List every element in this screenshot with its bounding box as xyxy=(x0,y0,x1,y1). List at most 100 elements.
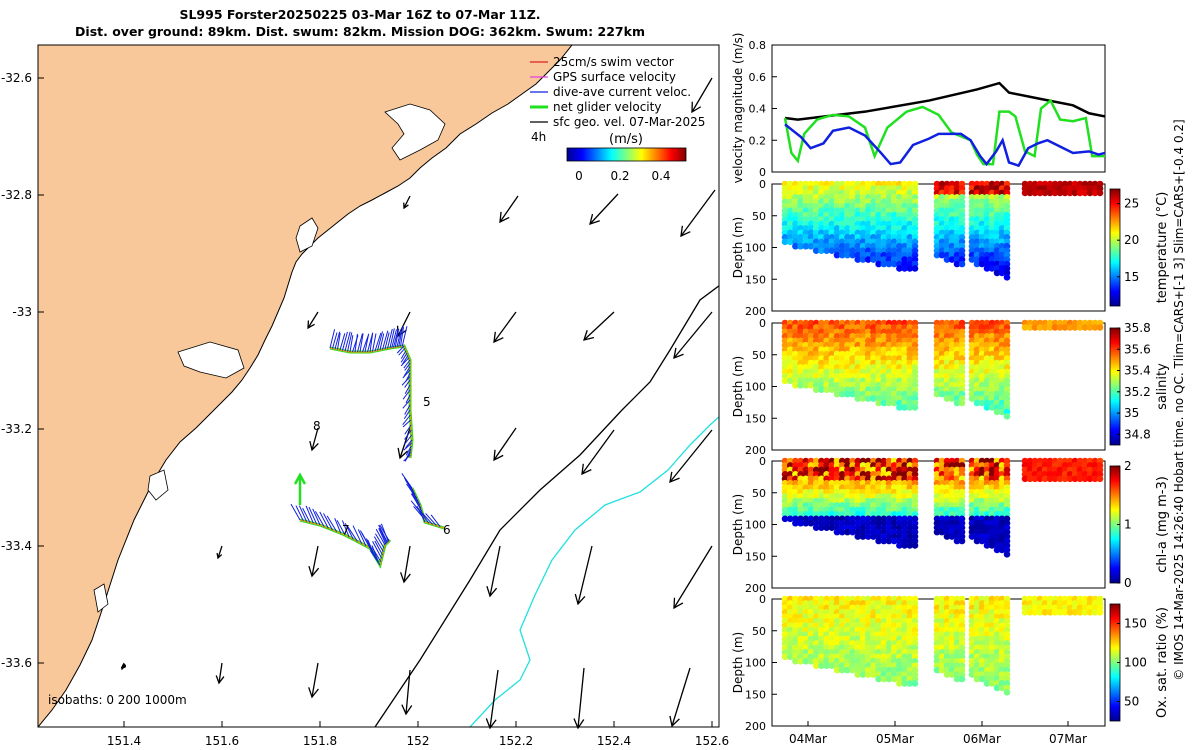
salinity-sample xyxy=(1056,324,1064,331)
salinity-sample xyxy=(849,390,856,398)
dive-current-stick xyxy=(402,419,412,428)
chl-a-sample xyxy=(807,519,815,527)
salinity-sample xyxy=(812,386,820,393)
dive-current-stick xyxy=(371,547,382,562)
lake-5 xyxy=(93,583,109,613)
chl-a-sample xyxy=(1096,475,1104,483)
salinity-sample xyxy=(823,386,830,393)
oxygen-sample xyxy=(792,657,799,665)
oxygen-sample xyxy=(998,684,1006,692)
oxygen-sample xyxy=(875,675,882,683)
map-legend: 25cm/s swim vector GPS surface velocity … xyxy=(530,55,705,129)
geo-velocity-arrow xyxy=(691,77,713,114)
dive-current-stick xyxy=(336,520,346,536)
oxygen-sample xyxy=(1026,609,1034,616)
dive-current-stick xyxy=(334,331,341,350)
salinity-colorbar-tick: 35.4 xyxy=(1124,364,1151,378)
salinity-ytick-label: 200 xyxy=(745,444,766,457)
legend-geo-velocity: sfc geo. vel. 07-Mar-2025 xyxy=(530,115,705,129)
chl-a-sample xyxy=(854,533,862,540)
salinity-sample xyxy=(901,404,908,411)
dive-current-stick xyxy=(430,514,441,528)
dive-current-stick xyxy=(403,442,413,451)
legend-dive-current: dive-ave current veloc. xyxy=(530,85,691,99)
salinity-colorbar-tick: 34.8 xyxy=(1124,427,1151,441)
oxygen-sample xyxy=(854,671,862,678)
temperature-profile-dots xyxy=(781,180,1104,281)
oxygen-sample xyxy=(1041,609,1049,616)
map-ytick-label: -33 xyxy=(12,305,32,319)
salinity-sample xyxy=(988,404,996,411)
oxygen-sample xyxy=(1086,609,1094,616)
temperature-ylabel: Depth (m) xyxy=(731,217,745,278)
salinity-sample xyxy=(890,399,898,407)
oxygen-ytick-label: 150 xyxy=(745,688,766,701)
oxygen-sample xyxy=(828,662,836,669)
speed-colorbar-tick-1: 0.2 xyxy=(610,169,629,183)
chl-a-sample xyxy=(838,528,846,536)
dive-current-stick xyxy=(362,335,369,353)
dive-current-stick xyxy=(416,505,426,523)
salinity-sample xyxy=(828,386,836,393)
oxygen-ylabel: Depth (m) xyxy=(731,632,745,693)
temperature-sample xyxy=(943,256,951,263)
chl-a-section-panel: 0 50 100 150 200 Depth (m) 0 1 2 chl-a (mg m-3) xyxy=(731,455,1170,595)
legend-label-dive: dive-ave current veloc. xyxy=(553,85,691,99)
geo-velocity-arrow xyxy=(680,189,716,238)
map-xtick-label: 151.6 xyxy=(205,734,239,748)
salinity-sample xyxy=(797,381,804,389)
salinity-sample xyxy=(1066,324,1074,331)
chl-a-sample xyxy=(973,537,981,545)
speed-colorbar-tick-0: 0 xyxy=(575,169,583,183)
chl-a-sample xyxy=(781,515,789,523)
temperature-sample xyxy=(968,256,976,263)
dive-current-stick xyxy=(354,333,358,353)
chl-a-sample xyxy=(870,533,877,540)
chl-a-sample xyxy=(890,537,898,545)
time-tick-label: 07Mar xyxy=(1049,732,1087,746)
temperature-sample xyxy=(781,238,789,246)
temperature-sample xyxy=(1066,189,1074,197)
oxygen-sample xyxy=(807,657,815,665)
dive-current-stick xyxy=(347,332,353,352)
dive-current-stick xyxy=(372,333,377,352)
temperature-ytick-label: 150 xyxy=(745,273,766,286)
map-ytick-label: -33.6 xyxy=(1,656,32,670)
map-ytick-label: -32.8 xyxy=(1,188,32,202)
dive-current-stick xyxy=(382,330,389,350)
temperature-sample xyxy=(1071,189,1079,197)
dive-current-stick xyxy=(349,335,354,353)
track-label-7: 7 xyxy=(342,523,350,537)
velocity-series-dive-ave-current-veloc- xyxy=(784,123,1106,168)
salinity-sample xyxy=(896,404,903,411)
chl-a-sample xyxy=(864,533,872,540)
track-label-4h: 4h xyxy=(531,130,546,144)
oxygen-sample xyxy=(973,675,981,683)
dive-current-stick xyxy=(403,454,411,462)
oxygen-sample xyxy=(1031,609,1039,616)
temperature-sample xyxy=(807,242,815,250)
chl-a-sample xyxy=(802,519,810,527)
temperature-sample xyxy=(983,265,991,272)
temperature-sample xyxy=(896,265,903,272)
oxygen-sample xyxy=(1081,609,1089,616)
chl-a-sample xyxy=(953,537,961,545)
oxygen-section-panel: 0 50 100 150 200 Depth (m) 50 100 150 Ox. sat. ra… xyxy=(731,593,1170,733)
salinity-ytick-label: 100 xyxy=(745,381,766,394)
salinity-ytick-label: 50 xyxy=(752,349,766,362)
geo-velocity-arrow xyxy=(499,195,519,224)
salinity-sample xyxy=(880,399,888,407)
oxygen-sample xyxy=(1071,609,1079,616)
geo-velocity-arrow xyxy=(493,427,517,462)
salinity-sample xyxy=(859,395,867,402)
chl-a-sample xyxy=(880,537,888,545)
temperature-ytick-label: 100 xyxy=(745,242,766,255)
chl-a-sample xyxy=(1091,475,1099,483)
oxygen-sample xyxy=(1003,689,1011,696)
dive-current-stick xyxy=(344,523,354,540)
geo-velocity-arrow xyxy=(486,545,501,598)
dive-current-stick xyxy=(405,439,413,449)
temperature-sample xyxy=(792,242,799,250)
chl-a-sample xyxy=(1076,475,1084,483)
temperature-ytick-label: 0 xyxy=(759,178,766,191)
